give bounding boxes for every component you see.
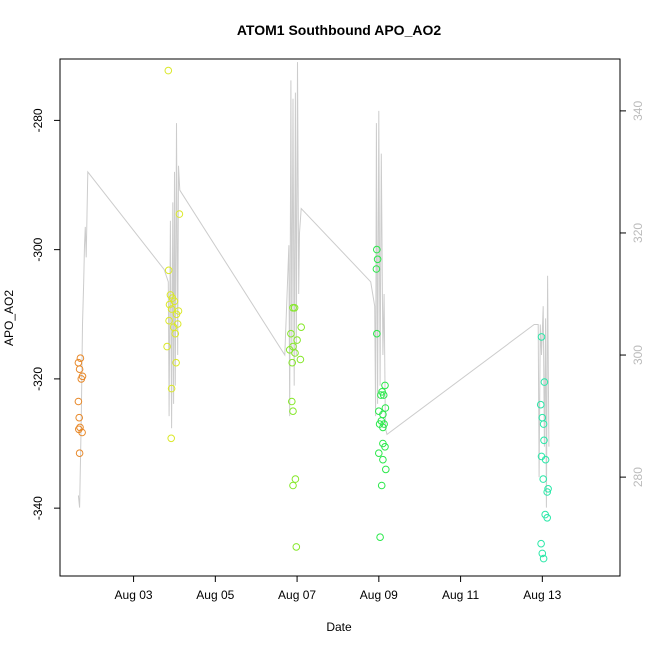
data-point-series3-1 — [373, 255, 382, 264]
data-point-series0-1 — [75, 365, 84, 374]
data-point-series1-17 — [167, 434, 175, 443]
data-point-series1-2 — [164, 266, 173, 275]
data-point-series4-5 — [540, 436, 548, 445]
data-point-series3-16 — [381, 443, 389, 451]
data-point-series3-14 — [380, 420, 388, 428]
secondary-line-layer — [77, 62, 550, 508]
data-point-series1-14 — [163, 342, 171, 351]
data-point-series3-17 — [375, 449, 383, 458]
y-axis-label: APO_AO2 — [2, 290, 16, 346]
data-point-series3-10 — [381, 404, 390, 412]
x-tick-label-4: Aug 11 — [442, 588, 479, 602]
data-point-series1-15 — [172, 358, 180, 367]
data-point-series3-13 — [379, 423, 387, 432]
data-point-series3-19 — [382, 465, 390, 474]
x-tick-label-3: Aug 09 — [360, 588, 398, 602]
data-point-series3-21 — [376, 533, 384, 542]
data-point-series1-12 — [171, 329, 180, 338]
data-point-series4-14 — [538, 549, 547, 558]
data-point-series0-6 — [75, 413, 83, 422]
data-point-series2-7 — [288, 358, 297, 367]
data-point-series3-20 — [377, 481, 386, 490]
x-tick-label-5: Aug 13 — [523, 588, 561, 602]
x-axis-label: Date — [326, 620, 352, 634]
y-tick-label-0: -280 — [31, 108, 45, 132]
y2-tick-label-3: 340 — [631, 101, 645, 121]
y2-tick-label-1: 300 — [631, 345, 645, 365]
data-point-series2-10 — [288, 397, 296, 406]
secondary-series-line — [77, 62, 550, 508]
data-point-series1-9 — [174, 307, 183, 315]
data-point-series4-4 — [539, 420, 548, 428]
data-point-series3-4 — [381, 381, 389, 390]
data-point-series0-4 — [78, 372, 87, 381]
data-point-series4-1 — [540, 378, 549, 386]
data-point-series4-8 — [539, 475, 548, 483]
y2-axis: 280 300 320 340 — [620, 101, 645, 487]
x-tick-label-2: Aug 07 — [278, 588, 316, 602]
data-point-series2-4 — [293, 336, 301, 344]
y2-tick-label-0: 280 — [631, 467, 645, 487]
data-point-series1-10 — [165, 316, 173, 325]
y-axis: -280 -300 -320 -340 — [31, 108, 60, 520]
x-tick-label-1: Aug 05 — [196, 588, 234, 602]
y2-tick-label-2: 320 — [631, 223, 645, 243]
data-point-series0-5 — [74, 397, 83, 406]
data-point-series1-13 — [173, 320, 182, 328]
y-tick-label-2: -320 — [31, 367, 45, 391]
data-point-series2-1 — [290, 304, 299, 312]
data-point-series3-0 — [373, 245, 381, 254]
data-point-series2-2 — [287, 329, 295, 338]
data-point-series2-12 — [291, 475, 300, 483]
data-point-series0-2 — [76, 354, 85, 363]
data-point-series0-9 — [78, 428, 86, 437]
x-tick-label-0: Aug 03 — [115, 588, 153, 602]
data-point-series2-14 — [292, 543, 301, 551]
data-point-series1-7 — [167, 305, 176, 313]
data-point-series2-9 — [285, 346, 294, 354]
data-point-series3-7 — [379, 391, 388, 399]
data-point-series2-8 — [296, 355, 305, 364]
data-point-series4-9 — [544, 485, 552, 493]
data-point-series1-16 — [167, 384, 176, 393]
data-point-series4-12 — [543, 514, 552, 522]
data-point-series3-3 — [373, 329, 381, 338]
data-point-series1-0 — [164, 66, 173, 75]
plot-frame — [59, 58, 621, 577]
data-point-series4-0 — [537, 333, 546, 341]
chart-title: ATOM1 Southbound APO_AO2 — [237, 22, 442, 38]
data-point-series0-7 — [76, 423, 84, 432]
data-point-series4-7 — [541, 455, 550, 464]
data-point-series3-2 — [372, 265, 381, 273]
data-point-series4-13 — [537, 539, 545, 548]
y-tick-label-1: -300 — [31, 237, 45, 261]
data-point-series2-11 — [289, 407, 297, 416]
data-point-series3-5 — [377, 391, 385, 399]
data-point-series4-2 — [536, 400, 545, 409]
data-point-series3-18 — [379, 455, 387, 464]
data-point-series4-10 — [543, 488, 552, 496]
data-point-series0-10 — [75, 449, 84, 458]
x-axis: Aug 03 Aug 05 Aug 07 Aug 09 Aug 11 Aug 13 — [115, 576, 562, 602]
data-point-series4-15 — [539, 554, 548, 563]
data-point-series1-1 — [175, 210, 184, 218]
y-tick-label-3: -340 — [31, 496, 45, 520]
data-point-series2-13 — [289, 481, 297, 490]
points-layer — [74, 66, 552, 563]
data-point-series2-3 — [297, 323, 306, 332]
data-point-series1-6 — [170, 297, 179, 306]
